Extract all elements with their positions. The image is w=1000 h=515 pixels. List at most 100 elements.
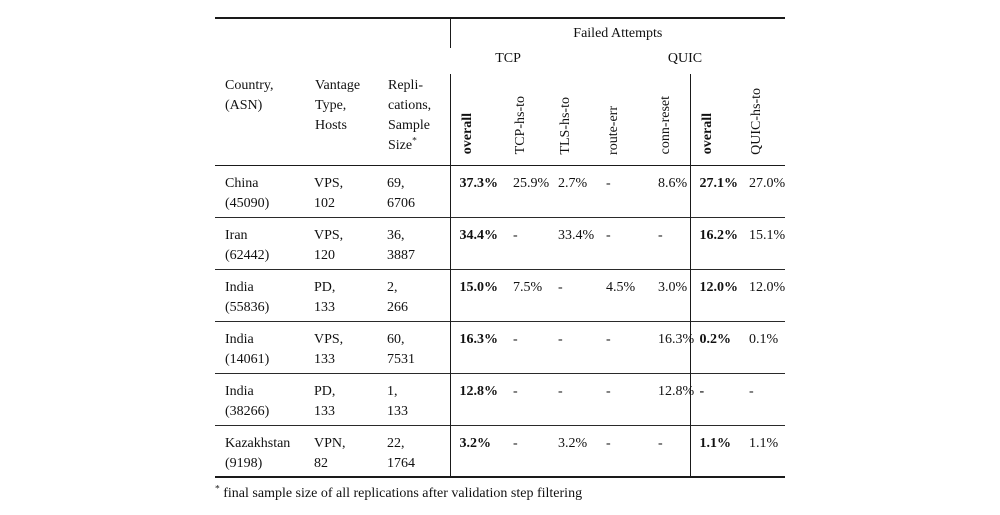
cell-quic-overall-text: 12.0% — [699, 279, 739, 295]
cell-vantage-text: 133 — [314, 403, 335, 419]
cell-tls-hs-to: - — [549, 268, 598, 321]
footnote: * final sample size of all replications … — [215, 484, 583, 502]
cell-route-err: - — [597, 372, 650, 425]
cell-replications-text: 69, — [387, 175, 405, 191]
header-line: Vantage — [315, 78, 361, 93]
cell-tcp-overall-text: 16.3% — [459, 331, 499, 347]
cell-replications-text: 6706 — [387, 195, 415, 211]
cell-vantage-text: VPN, — [314, 435, 346, 451]
cell-replications-text: 1764 — [387, 455, 415, 471]
cell-tls-hs-to-text: - — [558, 279, 563, 295]
cell-tls-hs-to: - — [549, 372, 598, 425]
cell-tcp-hs-to: 25.9% — [504, 165, 549, 217]
header-line: Size* — [388, 136, 450, 156]
cell-conn-reset-text: 8.6% — [658, 175, 688, 191]
cell-quic-hs-to-text: 15.1% — [749, 227, 786, 243]
cell-replications: 1, 133 — [378, 372, 451, 425]
cell-route-err: - — [597, 216, 650, 269]
cell-vantage-text: VPS, — [314, 175, 344, 191]
cell-replications-text: 2, — [387, 279, 398, 295]
cell-conn-reset: 3.0% — [649, 268, 691, 321]
header-group-tcp: TCP — [495, 51, 521, 66]
cell-route-err-text: - — [606, 331, 611, 347]
cell-route-err: - — [597, 424, 650, 477]
cell-country: India (55836) — [215, 268, 305, 321]
cell-country: Kazakhstan (9198) — [215, 424, 305, 477]
cell-country-text: China — [225, 175, 259, 191]
cell-vantage-text: 120 — [314, 247, 335, 263]
header-row-failed-attempts: Failed Attempts — [215, 18, 786, 48]
cell-tcp-overall: 37.3% — [449, 165, 505, 217]
cell-route-err: 4.5% — [597, 268, 650, 321]
cell-country: India (38266) — [215, 372, 305, 425]
cell-conn-reset: 16.3% — [649, 320, 694, 373]
table-row: India (14061) VPS, 133 60, 7531 16.3% - - -16.3% 0… — [215, 320, 786, 373]
cell-vantage-text: VPS, — [314, 331, 344, 347]
footnote-text: final sample size of all replications af… — [223, 486, 583, 501]
cell-quic-overall: 16.2% — [689, 216, 741, 269]
header-line: Repli- — [388, 78, 423, 93]
cell-vantage-text: PD, — [314, 279, 336, 295]
cell-country-text: Kazakhstan — [225, 435, 291, 451]
header-replications: Repli- cations, Sample Size* — [378, 74, 451, 166]
cell-tcp-hs-to-text: - — [513, 331, 518, 347]
cell-country-text: (55836) — [225, 299, 270, 315]
cell-tls-hs-to: 2.7% — [549, 165, 597, 217]
cell-tcp-overall: 15.0% — [449, 268, 505, 321]
cell-country-text: Iran — [225, 227, 248, 243]
cell-tcp-hs-to-text: - — [513, 227, 518, 243]
cell-route-err-text: - — [606, 435, 611, 451]
cell-replications: 60, 7531 — [378, 320, 451, 373]
cell-replications-text: 60, — [387, 331, 405, 347]
cell-tcp-hs-to: 7.5% — [504, 268, 550, 321]
cell-tls-hs-to-text: 33.4% — [558, 227, 595, 243]
cell-tcp-overall: 16.3% — [449, 320, 505, 373]
cell-tcp-hs-to-text: 7.5% — [513, 279, 543, 295]
header-size-label: Size — [388, 138, 413, 153]
header-protocol-groups: TCP QUIC — [450, 48, 785, 74]
cell-replications: 22, 1764 — [378, 424, 451, 477]
table-row: China (45090) VPS, 102 69, 6706 37.3% 25.9% 2.7%… — [215, 165, 785, 217]
results-table: Failed Attempts TCP QUIC Country, (ASN) — [215, 17, 785, 478]
cell-quic-hs-to-text: 12.0% — [749, 279, 786, 295]
cell-quic-hs-to: 15.1% — [740, 216, 786, 269]
cell-quic-overall: 1.1% — [689, 424, 741, 477]
cell-tls-hs-to-text: 3.2% — [558, 435, 588, 451]
cell-tcp-hs-to-text: 25.9% — [513, 175, 550, 191]
cell-replications-text: 22, — [387, 435, 405, 451]
cell-country: Iran (62442) — [215, 216, 305, 269]
cell-tls-hs-to-text: 2.7% — [558, 175, 588, 191]
footnote-marker: * — [215, 484, 220, 495]
cell-country-text: (45090) — [225, 195, 270, 211]
cell-quic-hs-to: - — [740, 372, 786, 425]
cell-quic-overall: 12.0% — [689, 268, 741, 321]
cell-vantage-text: VPS, — [314, 227, 344, 243]
header-tcp-hs-to: TCP-hs-to — [504, 74, 550, 166]
cell-tls-hs-to: 3.2% — [549, 424, 598, 477]
cell-conn-reset-text: - — [658, 227, 663, 243]
cell-tcp-overall-text: 12.8% — [459, 383, 499, 399]
cell-quic-overall-text: - — [699, 383, 705, 399]
cell-replications-text: 133 — [387, 403, 408, 419]
cell-quic-hs-to: 27.0% — [740, 165, 785, 217]
cell-quic-hs-to: 0.1% — [740, 320, 786, 373]
cell-conn-reset: 8.6% — [649, 165, 690, 217]
cell-vantage-text: 133 — [314, 351, 335, 367]
header-line: Country, — [225, 78, 274, 93]
cell-tcp-hs-to: - — [504, 320, 550, 373]
cell-tcp-hs-to: - — [504, 372, 550, 425]
cell-replications: 69, 6706 — [378, 165, 450, 217]
cell-route-err: - — [597, 320, 650, 373]
cell-quic-overall-text: 16.2% — [699, 227, 739, 243]
header-spacer — [215, 18, 450, 48]
cell-replications: 36, 3887 — [378, 216, 451, 269]
cell-quic-overall-text: 0.2% — [699, 331, 732, 347]
header-row-columns: Country, (ASN) Vantage Type, Hosts Repli… — [215, 74, 786, 166]
cell-tcp-overall-text: 3.2% — [459, 435, 492, 451]
cell-replications-text: 36, — [387, 227, 405, 243]
header-failed-attempts: Failed Attempts — [449, 18, 786, 48]
cell-replications-text: 7531 — [387, 351, 415, 367]
footnote-marker: * — [412, 136, 417, 147]
header-country: Country, (ASN) — [215, 74, 305, 166]
